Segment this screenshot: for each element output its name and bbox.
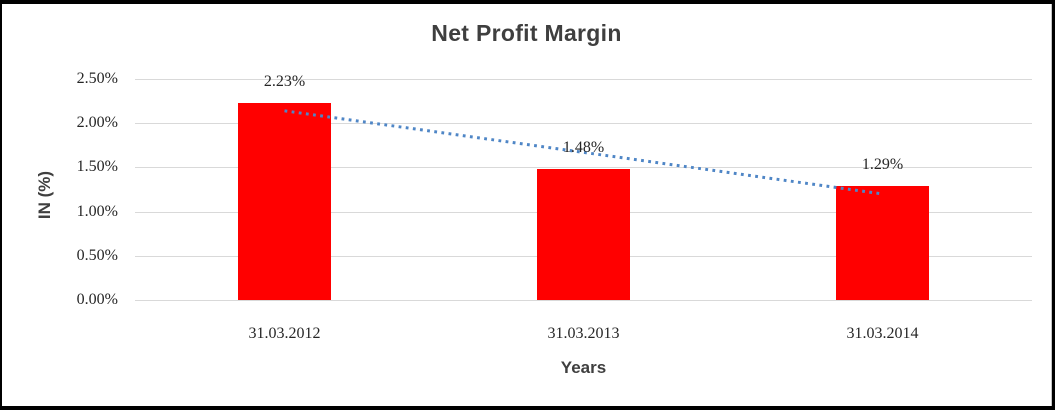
gridline: [135, 79, 1032, 80]
bar-31.03.2013: [537, 169, 630, 300]
y-axis-tick-label: 0.50%: [76, 246, 118, 264]
bar-value-label: 2.23%: [263, 72, 306, 90]
x-axis-title: Years: [560, 358, 607, 377]
bar-value-label: 1.48%: [562, 139, 605, 157]
bar-31.03.2014: [836, 185, 929, 300]
y-axis-tick-label: 0.00%: [76, 291, 118, 308]
y-axis-tick-label: 1.50%: [76, 158, 118, 176]
gridline: [135, 300, 1032, 301]
y-axis-tick-label: 2.50%: [76, 70, 118, 87]
chart-title: Net Profit Margin: [431, 20, 622, 46]
bar-value-label: 1.29%: [861, 155, 904, 173]
x-axis-category-label: 31.03.2014: [846, 325, 919, 342]
y-axis-tick-label: 2.00%: [76, 114, 118, 132]
x-axis-category-label: 31.03.2013: [547, 325, 620, 342]
x-axis-category-label: 31.03.2012: [248, 325, 321, 342]
chart-area: Net Profit Margin IN (%) 0.00% 0.50% 1.00%…: [2, 4, 1052, 406]
y-axis-tick-label: 1.00%: [76, 202, 118, 220]
bar-31.03.2012: [238, 102, 331, 300]
